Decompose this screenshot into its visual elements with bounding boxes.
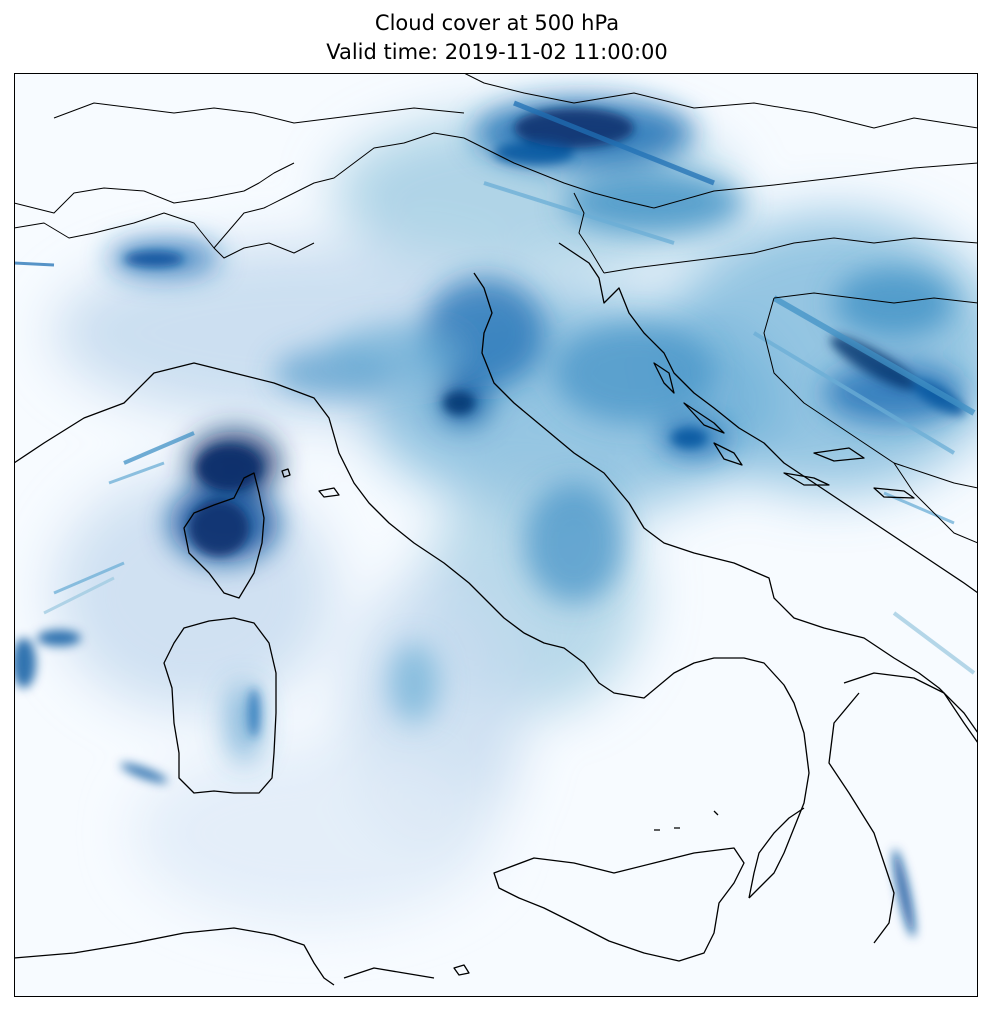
cloud-cover-map <box>14 73 978 986</box>
island-aeolian <box>654 810 719 831</box>
island-corsica <box>183 472 265 599</box>
coastline-calabria <box>748 807 805 899</box>
island-elba <box>318 487 340 498</box>
map-title: Cloud cover at 500 hPa <box>374 11 620 35</box>
border-germany-switzerland <box>53 102 465 124</box>
border-france-italy <box>14 212 315 259</box>
border-austria-germany <box>463 73 978 129</box>
coastline-north-africa <box>14 927 435 986</box>
island-dalmatian-2 <box>683 402 725 434</box>
island-dalmatian-3 <box>713 442 743 466</box>
map-panel[interactable] <box>14 73 978 997</box>
border-croatia-bosnia <box>763 292 978 489</box>
border-bosnia-montenegro <box>893 462 978 544</box>
island-sardinia <box>163 617 277 794</box>
coastlines <box>14 242 978 986</box>
border-france-switzerland <box>14 162 295 214</box>
border-slovenia-croatia <box>603 237 978 274</box>
island-dalmatian-4 <box>783 472 830 486</box>
border-austria-italy <box>463 137 655 209</box>
island-dalmatian-6 <box>873 487 915 499</box>
island-capraia <box>281 468 291 478</box>
border-italy-switzerland <box>213 132 465 249</box>
cloud-streaks <box>14 100 976 675</box>
island-dalmatian-1 <box>653 362 675 394</box>
border-slovenia-austria <box>653 162 978 209</box>
map-subtitle-valid-time: Valid time: 2019-11-02 11:00:00 <box>326 40 668 64</box>
border-italy-slovenia <box>573 192 605 274</box>
cloud-field-broad <box>54 113 978 923</box>
coastline-ligurian <box>14 362 810 899</box>
coastline-balkans-south <box>828 672 978 944</box>
country-borders <box>14 73 978 544</box>
island-malta <box>453 964 470 976</box>
coastline-istria-croatia <box>558 242 978 594</box>
island-dalmatian-5 <box>813 447 865 462</box>
coastline-adriatic-italy <box>473 272 978 734</box>
island-sicily <box>493 847 745 962</box>
